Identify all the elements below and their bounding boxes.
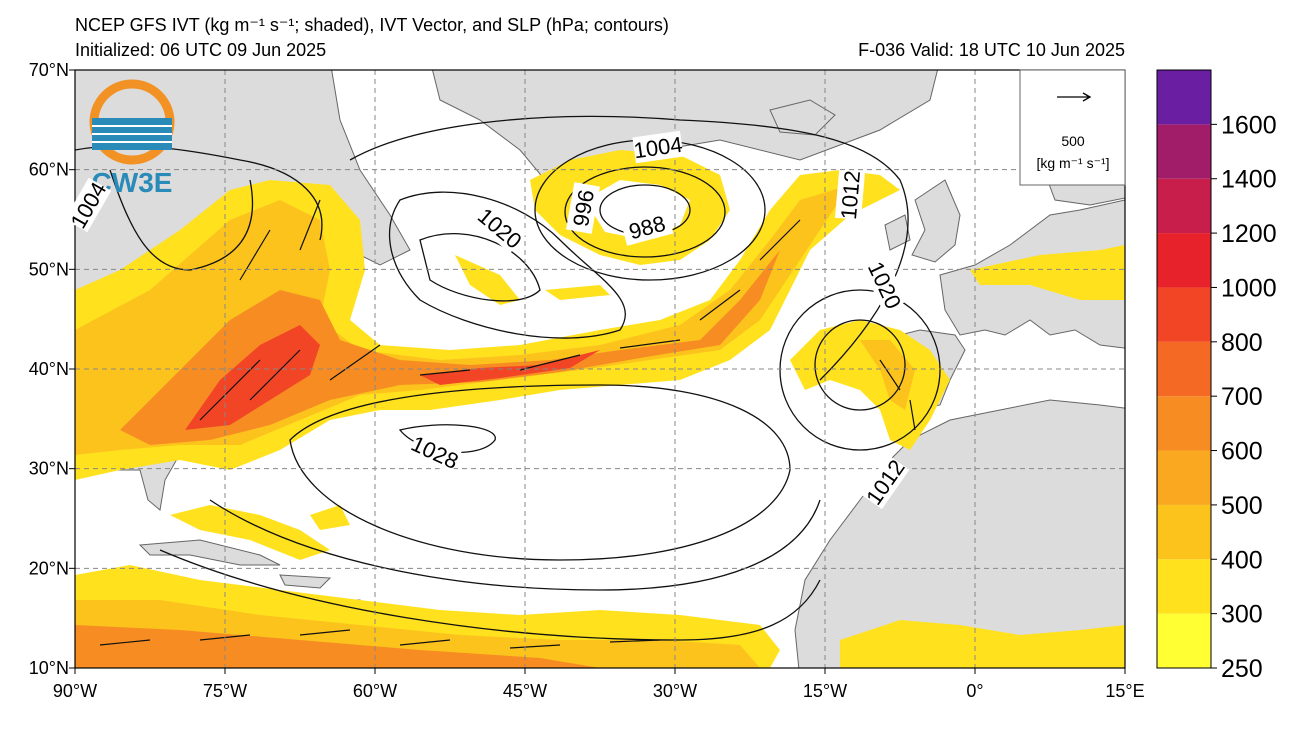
colorbar-band [1157, 287, 1211, 342]
lon-tick-label: 30°W [653, 681, 697, 701]
contour-label-bg [620, 208, 674, 246]
graticule [75, 70, 1125, 668]
uk [911, 179, 961, 263]
contour-label-bg [863, 257, 907, 313]
colorbar-band [1157, 396, 1211, 451]
colorbar-band [1157, 233, 1211, 288]
lon-tick-label: 60°W [353, 681, 397, 701]
lat-tick-label: 50°N [29, 259, 69, 279]
lon-tick-label: 75°W [203, 681, 247, 701]
colorbar-tick-label: 600 [1221, 438, 1263, 466]
africa [794, 399, 1125, 668]
contour-label-bg [632, 130, 684, 164]
colorbar-tick-label: 1200 [1221, 220, 1277, 248]
ireland [884, 214, 911, 251]
lat-tick-label: 60°N [29, 160, 69, 180]
colorbar-tick-label: 400 [1221, 546, 1263, 574]
contour-label-text: 1012 [836, 170, 865, 221]
init-time: Initialized: 06 UTC 09 Jun 2025 [75, 40, 326, 60]
colorbar-band [1157, 613, 1211, 668]
contour-label-bg [473, 202, 527, 254]
colorbar-band [1157, 70, 1211, 125]
colorbar-tick-label: 700 [1221, 383, 1263, 411]
contour-label-bg [407, 430, 463, 474]
colorbar-band [1157, 450, 1211, 505]
lon-tick-label: 15°W [803, 681, 847, 701]
colorbar-tick-label: 800 [1221, 329, 1263, 357]
colorbar-band [1157, 124, 1211, 179]
vector-key-box [1019, 69, 1126, 186]
colorbar-tick-label: 500 [1221, 492, 1263, 520]
contour-label-bg [566, 182, 600, 234]
lat-tick-label: 70°N [29, 60, 69, 80]
lon-tick-label: 0° [966, 681, 983, 701]
contour-label-bg [64, 177, 112, 233]
vector-key-value: 500 [1061, 133, 1085, 149]
lon-tick-label: 45°W [503, 681, 547, 701]
lon-tick-label: 90°W [53, 681, 97, 701]
lat-tick-label: 20°N [29, 558, 69, 578]
lat-tick-label: 40°N [29, 359, 69, 379]
contour-label-bg [860, 454, 910, 510]
ivt-shading [75, 150, 1125, 668]
caribbean [138, 539, 361, 621]
vector-key-arrow [1057, 92, 1092, 102]
colorbar-band [1157, 178, 1211, 234]
colorbar-frame [1156, 69, 1212, 669]
colorbar-band [1157, 504, 1211, 560]
colorbar-band [1157, 559, 1211, 614]
colorbar-tick-label: 300 [1221, 601, 1263, 629]
colorbar-band [1157, 341, 1211, 397]
colorbar: 250 300 400 500 600 700 800 1000 1200 1400 1600 [1156, 69, 1277, 683]
valid-time: F-036 Valid: 18 UTC 10 Jun 2025 [858, 40, 1125, 60]
lon-tick-label: 15°E [1105, 681, 1144, 701]
map [75, 70, 1125, 668]
colorbar-tick-label: 1600 [1221, 111, 1277, 139]
ivt-vectors [99, 199, 916, 649]
colorbar-tick-label: 250 [1221, 655, 1263, 683]
colorbar-tick-label: 1000 [1221, 274, 1277, 302]
vector-key-units: [kg m⁻¹ s⁻¹] [1036, 155, 1109, 171]
colorbar-tick-label: 1400 [1221, 166, 1277, 194]
lat-tick-label: 30°N [29, 459, 69, 479]
contour-label: 1012 [834, 169, 866, 221]
title: NCEP GFS IVT (kg m⁻¹ s⁻¹; shaded), IVT V… [75, 15, 669, 35]
contour-label-bg [834, 169, 866, 221]
lat-tick-label: 10°N [29, 658, 69, 678]
contour-label: 996 [566, 182, 600, 234]
